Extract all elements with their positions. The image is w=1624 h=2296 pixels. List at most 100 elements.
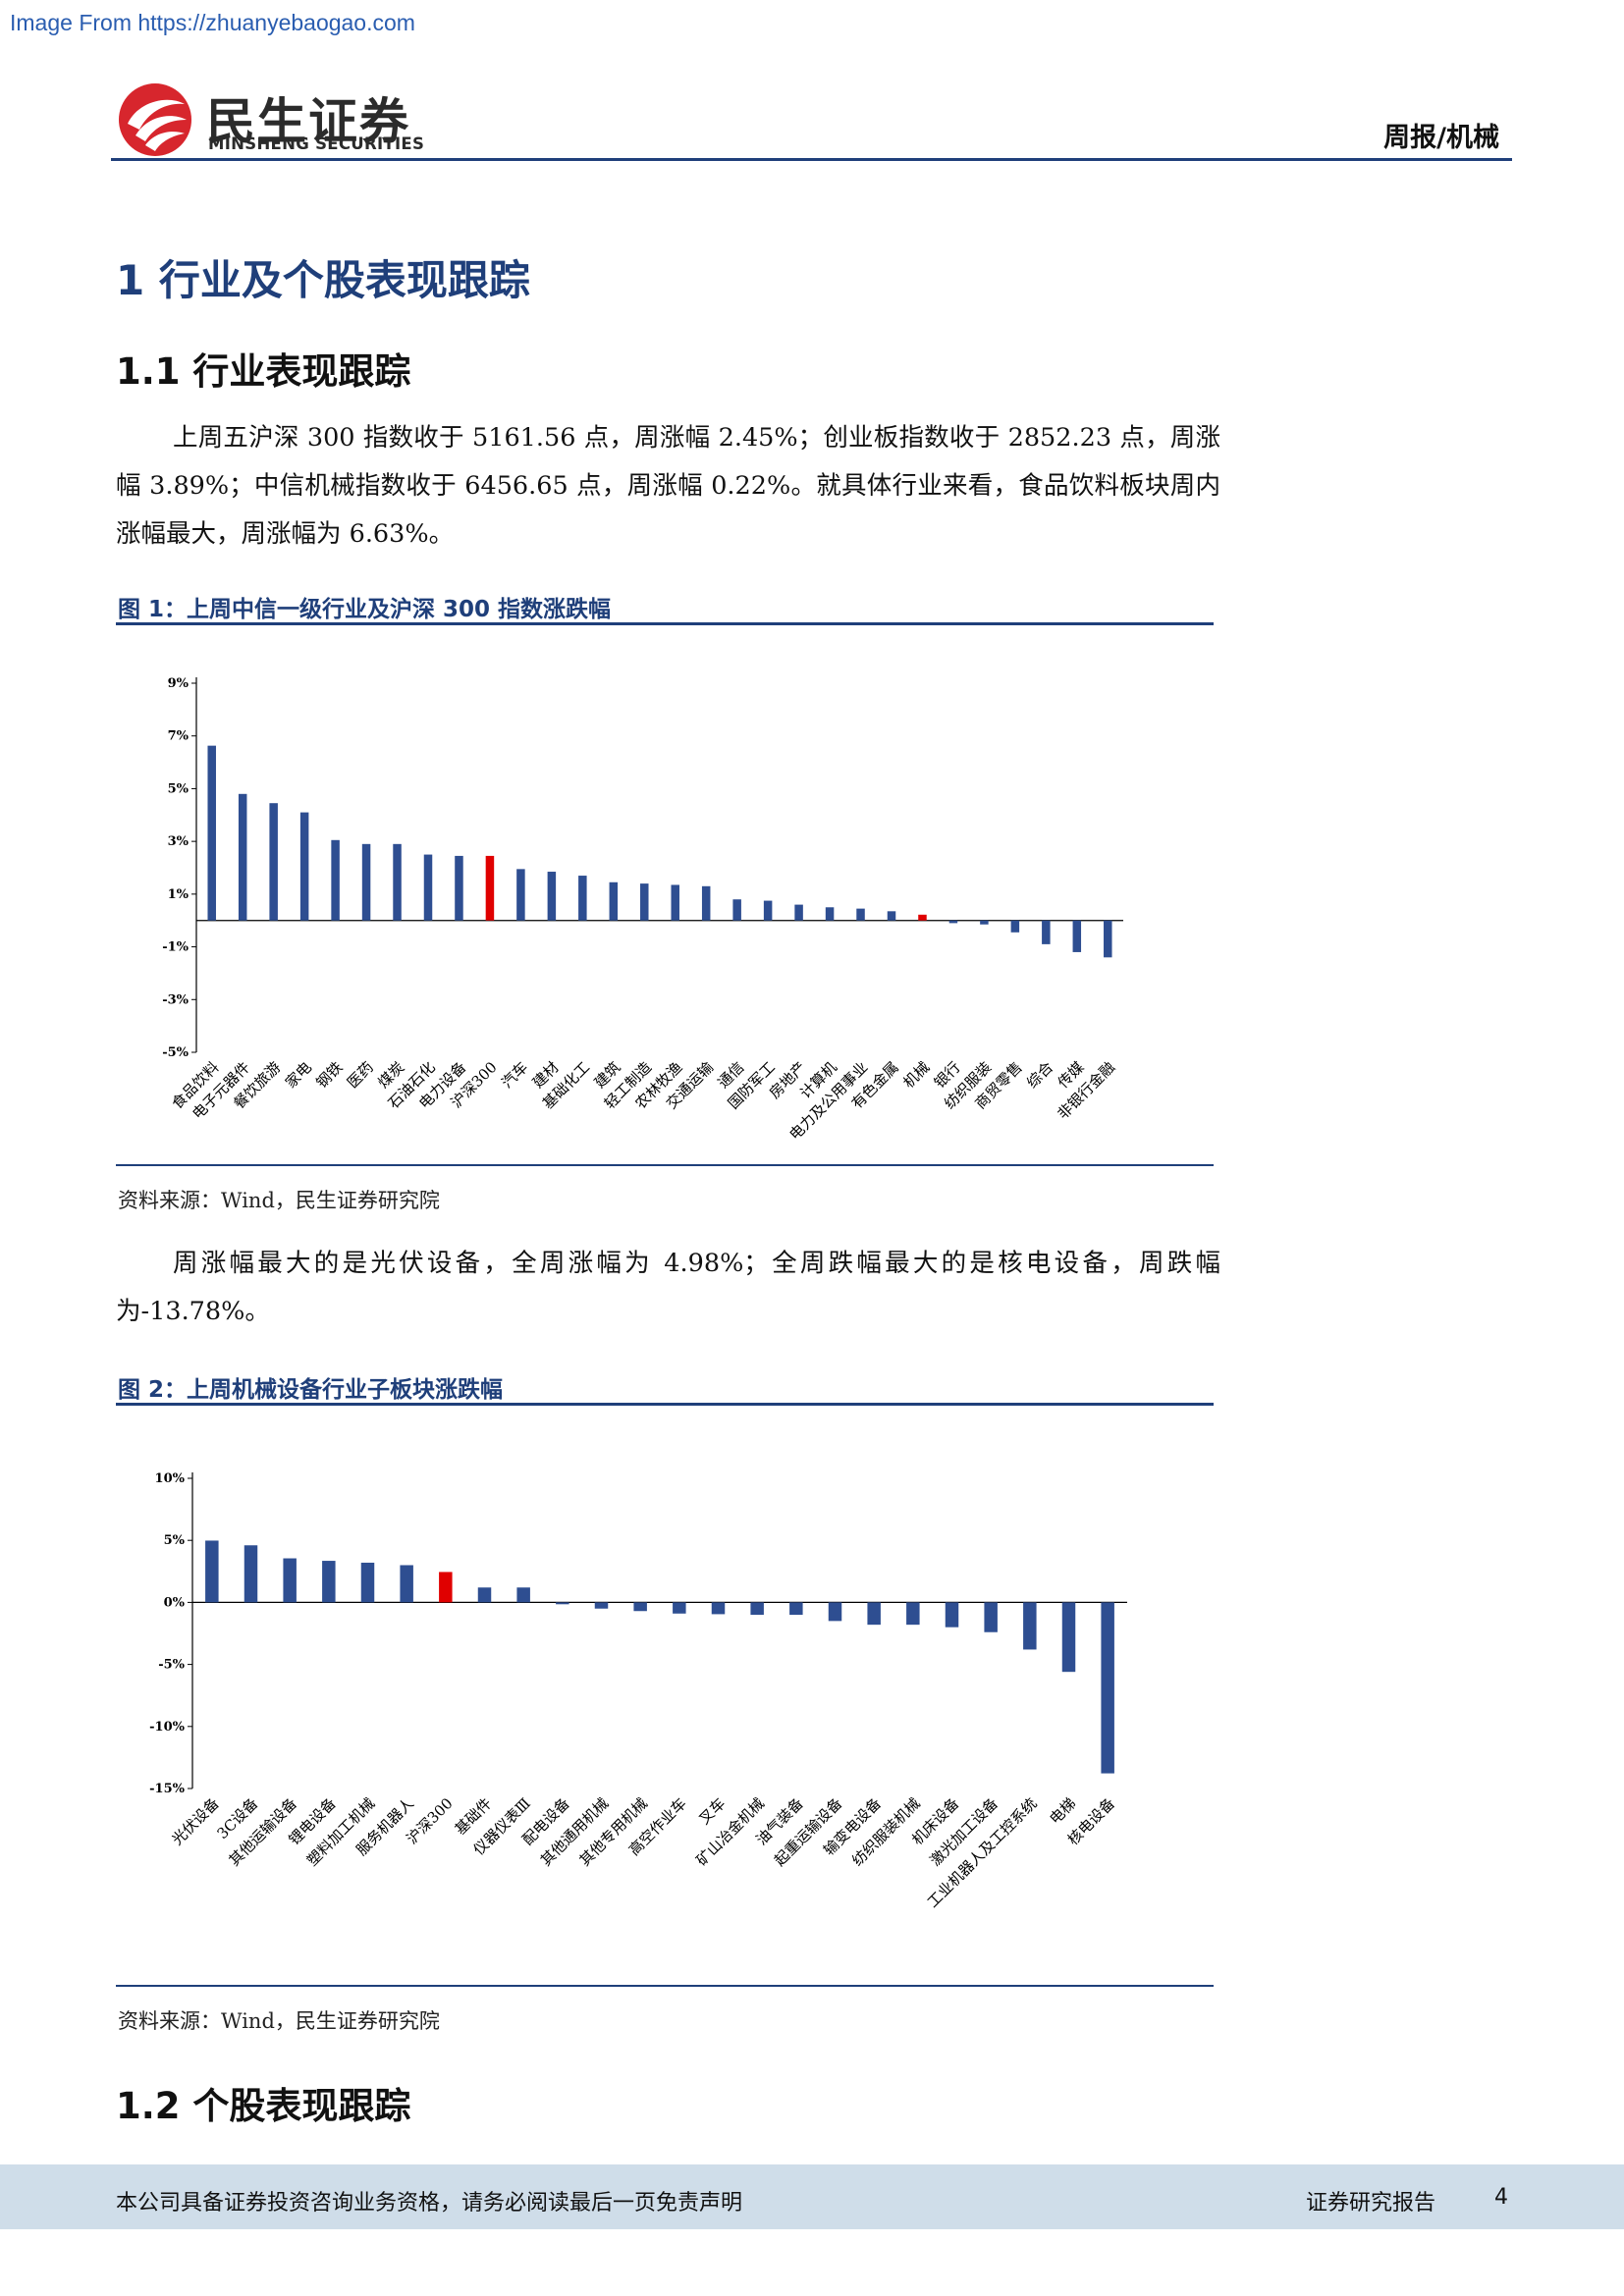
industry-summary-paragraph: 上周五沪深 300 指数收于 5161.56 点，周涨幅 2.45%；创业板指数… <box>116 423 1220 549</box>
bar-8 <box>477 1587 492 1603</box>
category-label: 家电 <box>282 1058 315 1092</box>
bar-30 <box>1104 920 1112 958</box>
source-watermark: Image From https://zhuanyebaogao.com <box>10 10 415 35</box>
bar-20 <box>794 904 803 921</box>
y-tick-label: -5% <box>158 1658 185 1673</box>
y-tick-label: 7% <box>168 729 189 744</box>
bar-4 <box>322 1561 336 1603</box>
bar-12 <box>633 1602 647 1612</box>
bar-22 <box>856 908 865 921</box>
category-label: 电梯 <box>1046 1794 1079 1828</box>
bar-25 <box>948 920 958 924</box>
bar-21 <box>825 907 835 921</box>
figure-1-source: 资料来源：Wind，民生证券研究院 <box>118 1189 440 1212</box>
bar-24 <box>1101 1602 1114 1774</box>
subsector-summary-paragraph: 周涨幅最大的是光伏设备，全周涨幅为 4.98%；全周跌幅最大的是核电设备，周跌幅… <box>116 1249 1220 1326</box>
bar-13 <box>578 876 587 921</box>
category-label: 钢铁 <box>312 1058 346 1092</box>
bar-16 <box>671 884 679 921</box>
y-tick-label: 1% <box>168 887 189 902</box>
category-label: 汽车 <box>498 1058 531 1092</box>
bar-3 <box>269 803 278 921</box>
section-title: 1 行业及个股表现跟踪 <box>116 256 530 304</box>
bar-17 <box>828 1602 842 1622</box>
bar-4 <box>299 812 309 921</box>
footer-disclaimer: 本公司具备证券投资咨询业务资格，请务必阅读最后一页免责声明 <box>116 2191 743 2216</box>
logo-english-name: MINSHENG SECURITIES <box>208 134 425 153</box>
bar-12 <box>547 872 557 921</box>
y-tick-label: -5% <box>162 1045 189 1060</box>
report-type-tag: 周报/机械 <box>1383 123 1499 153</box>
category-label: 医药 <box>344 1058 377 1092</box>
bar-23 <box>887 911 896 921</box>
bar-19 <box>906 1602 920 1626</box>
y-tick-label: -1% <box>162 940 189 955</box>
bar-7 <box>393 843 402 921</box>
bar-2 <box>238 793 247 921</box>
bar-2 <box>244 1545 258 1603</box>
bar-8 <box>423 854 433 921</box>
bar-3 <box>283 1558 297 1603</box>
bar-17 <box>701 885 711 921</box>
y-tick-label: 0% <box>164 1595 186 1610</box>
subsection-title-stocks: 1.2 个股表现跟踪 <box>116 2085 411 2127</box>
footer-band <box>0 2164 1624 2229</box>
bar-6 <box>400 1565 413 1603</box>
category-label: 光伏设备 <box>168 1794 222 1848</box>
bar-6 <box>361 843 371 921</box>
machinery-subsector-chart: 10%5%0%-5%-10%-15%光伏设备3C设备其他运输设备锂电设备塑料加工… <box>149 1471 1127 1911</box>
bar-23 <box>1061 1602 1076 1673</box>
industry-performance-chart: 9%7%5%3%1%-1%-3%-5%食品饮料电子元器件餐饮旅游家电钢铁医药煤炭… <box>162 676 1123 1144</box>
logo-chinese-name: 民生证券 <box>206 93 410 150</box>
y-tick-label: -10% <box>149 1720 185 1735</box>
figure-1-top-rule <box>116 622 1214 625</box>
bar-27 <box>1010 920 1020 933</box>
bar-11 <box>516 869 525 921</box>
footer-report-label: 证券研究报告 <box>1306 2191 1436 2216</box>
bar-10 <box>556 1602 569 1605</box>
category-label: 叉车 <box>695 1794 729 1828</box>
bar-14 <box>711 1602 726 1615</box>
bar-19 <box>763 900 773 921</box>
y-tick-label: -15% <box>149 1782 185 1796</box>
y-tick-label: 5% <box>164 1533 186 1548</box>
y-tick-label: 9% <box>168 676 189 691</box>
page-number: 4 <box>1494 2185 1508 2210</box>
bar-24 <box>918 914 927 921</box>
bar-10 <box>485 855 495 921</box>
bar-9 <box>455 855 463 921</box>
bar-15 <box>750 1602 764 1616</box>
minsheng-logo-icon <box>119 83 191 156</box>
bar-11 <box>594 1602 609 1609</box>
bar-28 <box>1042 920 1051 944</box>
bar-16 <box>789 1602 803 1616</box>
bar-5 <box>331 839 340 921</box>
category-label: 非银行金融 <box>1054 1058 1118 1123</box>
bar-22 <box>1023 1602 1037 1650</box>
bar-29 <box>1072 920 1082 952</box>
figure-2-caption: 图 2：上周机械设备行业子板块涨跌幅 <box>118 1377 504 1403</box>
bar-15 <box>640 883 649 921</box>
bar-18 <box>732 899 741 921</box>
bar-1 <box>207 745 216 921</box>
bar-21 <box>984 1602 998 1632</box>
bar-1 <box>205 1540 219 1603</box>
category-label: 机械 <box>899 1058 933 1092</box>
bar-13 <box>673 1602 686 1614</box>
bar-7 <box>439 1572 453 1603</box>
figure-2-bottom-rule <box>116 1985 1214 1987</box>
figure-2-top-rule <box>116 1403 1214 1406</box>
bar-14 <box>609 881 619 921</box>
category-label: 综合 <box>1023 1058 1056 1092</box>
bar-20 <box>945 1602 959 1628</box>
bar-9 <box>516 1587 530 1603</box>
subsection-title-industry: 1.1 行业表现跟踪 <box>116 350 411 393</box>
y-tick-label: -3% <box>162 992 189 1007</box>
bar-5 <box>360 1562 375 1603</box>
bar-26 <box>980 920 989 925</box>
y-tick-label: 3% <box>168 834 189 849</box>
header-divider <box>111 158 1512 161</box>
figure-2-source: 资料来源：Wind，民生证券研究院 <box>118 2009 440 2033</box>
figure-1-caption: 图 1：上周中信一级行业及沪深 300 指数涨跌幅 <box>118 597 612 622</box>
y-tick-label: 10% <box>155 1471 186 1486</box>
